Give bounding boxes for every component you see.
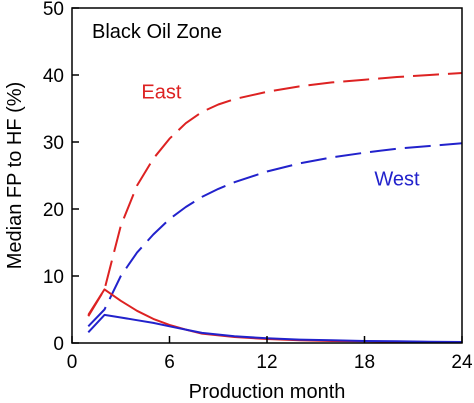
plot-lines: [87, 72, 463, 344]
y-tick-label: 30: [43, 133, 64, 154]
y-axis-label: Median FP to HF (%): [4, 82, 26, 269]
x-axis-label: Production month: [189, 381, 346, 403]
series-label-west: West: [374, 169, 420, 191]
y-axis: 0 10 20 30 40 50: [43, 0, 79, 355]
series-line-west-solid: [87, 313, 463, 343]
x-axis: 0 6 12 18 24: [67, 336, 473, 373]
y-tick-label: 50: [43, 0, 64, 20]
series-line-east-solid: [87, 288, 463, 344]
x-tick-label: 0: [67, 352, 78, 373]
y-tick-label: 10: [43, 267, 64, 288]
x-tick-label: 12: [256, 352, 277, 373]
x-tick-label: 6: [164, 352, 175, 373]
y-tick-label: 20: [43, 200, 64, 221]
series-label-east: East: [141, 81, 181, 103]
series-line-west-dashed: [87, 142, 463, 327]
x-tick-label: 18: [354, 352, 375, 373]
y-tick-label: 0: [53, 334, 64, 355]
series-line-east-dashed: [87, 72, 463, 317]
x-tick-label: 24: [451, 352, 473, 373]
y-tick-label: 40: [43, 66, 64, 87]
annotation-zone: Black Oil Zone: [92, 21, 222, 43]
